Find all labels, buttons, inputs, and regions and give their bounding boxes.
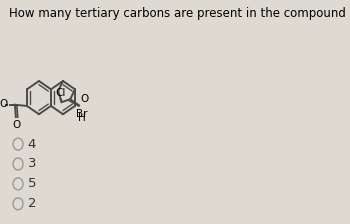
Text: O: O bbox=[80, 94, 88, 104]
Text: O: O bbox=[0, 99, 8, 109]
Text: Cl: Cl bbox=[56, 88, 66, 98]
Text: 3: 3 bbox=[28, 157, 36, 170]
Text: 5: 5 bbox=[28, 177, 36, 190]
Text: O: O bbox=[12, 120, 21, 130]
Text: 2: 2 bbox=[28, 197, 36, 210]
Text: Br: Br bbox=[76, 109, 88, 119]
Text: H: H bbox=[78, 113, 86, 123]
Text: How many tertiary carbons are present in the compound shown below?: How many tertiary carbons are present in… bbox=[9, 7, 350, 20]
Text: 4: 4 bbox=[28, 138, 36, 151]
